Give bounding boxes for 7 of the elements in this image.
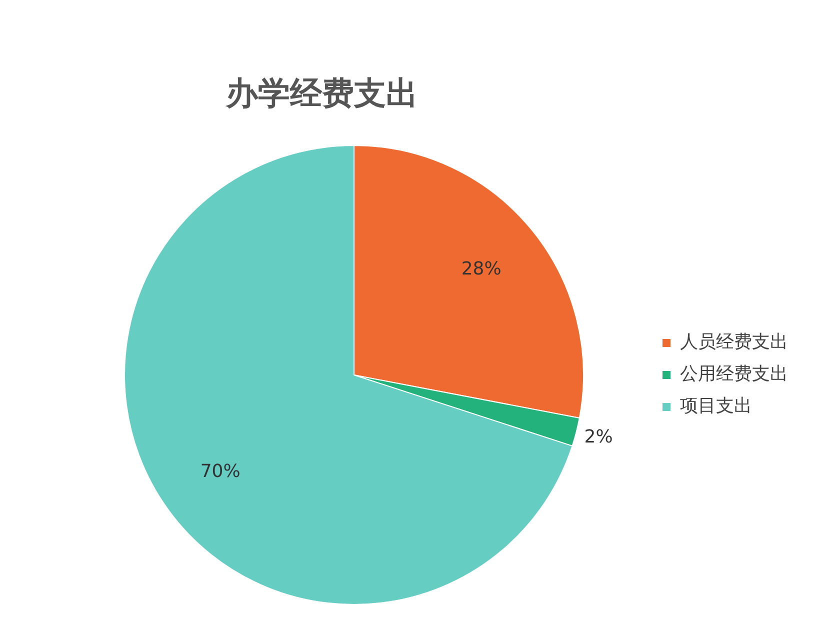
legend-label: 项目支出 [680,396,752,417]
legend-label: 公用经费支出 [680,364,788,385]
legend-label: 人员经费支出 [680,332,788,353]
data-label: 70% [200,460,240,482]
data-label: 2% [584,426,613,448]
chart-title: 办学经费支出 [224,73,419,114]
data-label: 28% [461,258,502,280]
